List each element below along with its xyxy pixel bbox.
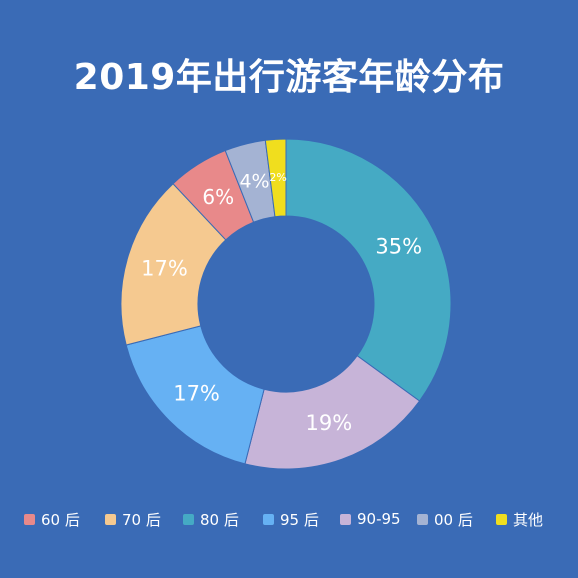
chart-title: 2019年出行游客年龄分布 (73, 57, 505, 98)
donut-slice (264, 138, 287, 218)
slice-data-label: 17% (141, 257, 188, 281)
legend-item: 00 后 (417, 508, 473, 530)
slice-data-label: 4% (239, 170, 269, 192)
slice-data-label: 6% (202, 185, 234, 209)
legend-swatch (24, 513, 35, 525)
legend-label: 00 后 (434, 510, 473, 529)
legend-swatch (496, 513, 507, 525)
legend-label: 90-95 (357, 510, 401, 528)
slice-data-label: 19% (306, 411, 353, 435)
legend-label: 70 后 (122, 510, 161, 529)
legend-item: 70 后 (105, 508, 161, 530)
slice-data-label: 17% (173, 381, 220, 405)
legend-swatch (340, 513, 351, 525)
legend-swatch (263, 513, 274, 525)
legend-label: 80 后 (200, 510, 239, 529)
legend-item: 95 后 (263, 508, 319, 530)
legend-label: 其他 (513, 510, 544, 529)
legend-swatch (417, 513, 428, 525)
slice-data-label: 35% (375, 235, 422, 259)
legend-item: 90-95 (340, 508, 401, 530)
legend-swatch (183, 513, 194, 525)
legend-item: 60 后 (24, 508, 80, 530)
donut-slice (285, 138, 452, 402)
legend-item: 其他 (496, 508, 543, 530)
slice-data-label: 2% (269, 171, 286, 184)
donut-slice (244, 355, 421, 470)
legend-label: 95 后 (280, 510, 319, 529)
legend-swatch (105, 513, 116, 525)
chart-legend: 60 后 70 后 80 后 95 后 90-95 00 后 其他 (24, 508, 564, 532)
legend-item: 80 后 (183, 508, 239, 530)
legend-label: 60 后 (41, 510, 80, 529)
